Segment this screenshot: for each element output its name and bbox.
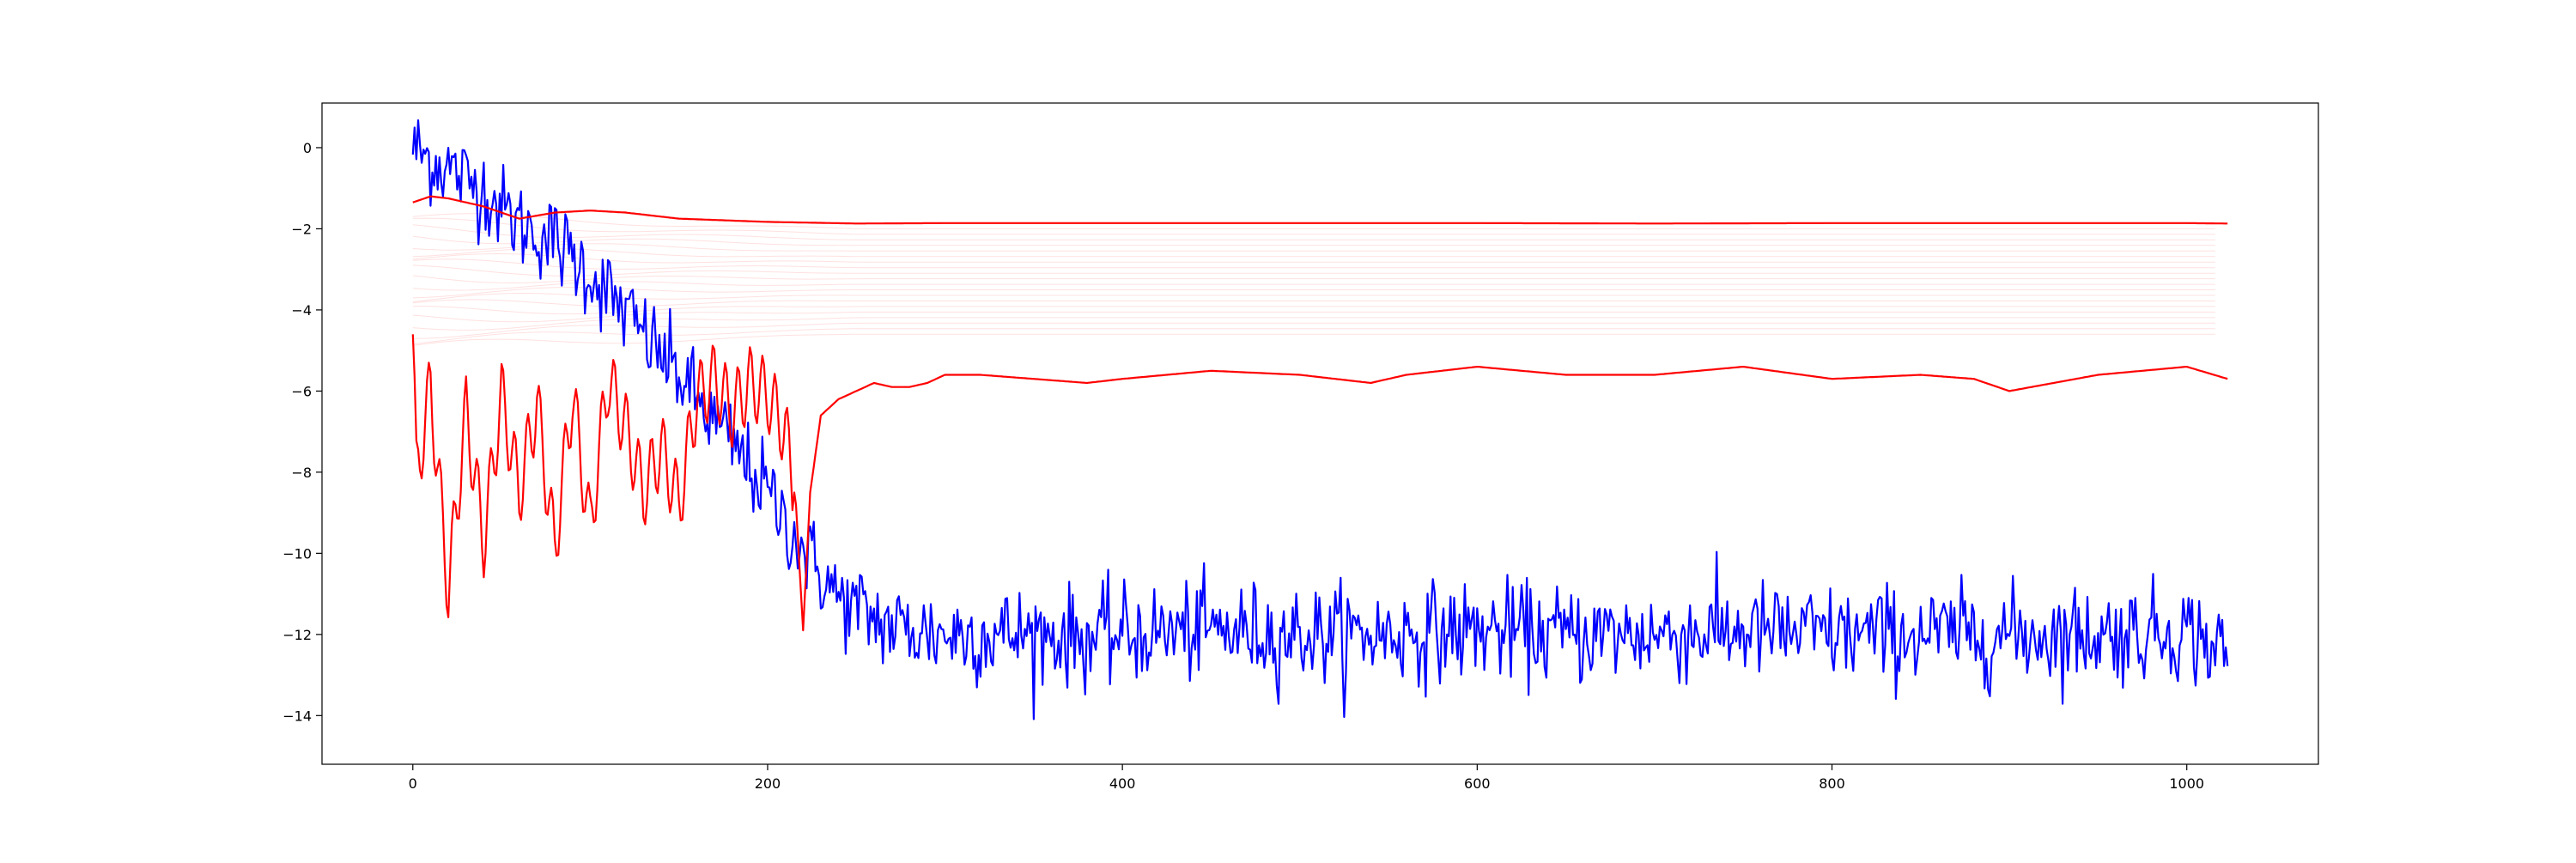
y-tick-label: −6	[291, 383, 312, 399]
faint-series-line	[412, 275, 2215, 284]
faint-series-line	[412, 252, 2215, 264]
y-tick-label: −10	[283, 545, 312, 562]
faint-series-line	[412, 322, 2215, 339]
faint-series-line	[412, 258, 2215, 270]
faint-series-line	[412, 328, 2215, 345]
x-tick-label: 400	[1109, 775, 1136, 792]
faint-series-line	[412, 247, 2215, 258]
series-group	[411, 119, 2229, 720]
faint-series-line	[412, 306, 2215, 315]
series-line-1	[411, 119, 2229, 720]
y-tick-label: 0	[303, 140, 312, 156]
faint-series-line	[412, 292, 2215, 302]
series-line-2	[412, 195, 2228, 225]
faint-series-line	[412, 217, 2215, 235]
faint-series-line	[412, 243, 2215, 252]
faint-series-line	[412, 281, 2215, 291]
faint-series-line	[412, 317, 2215, 331]
x-tick-label: 0	[409, 775, 417, 792]
y-tick-label: −8	[291, 465, 312, 481]
faint-series-line	[412, 224, 2215, 240]
faint-series-line	[412, 213, 2215, 229]
faint-series-line	[412, 299, 2215, 307]
faint-series-line	[412, 264, 2215, 277]
plot-area-frame	[321, 102, 2319, 765]
x-tick-label: 200	[755, 775, 781, 792]
y-tick-label: −2	[291, 221, 312, 237]
faint-series-line	[412, 286, 2215, 299]
faint-series-group	[412, 213, 2215, 346]
series-line-3	[411, 334, 2228, 632]
x-axis: 0 200 400 600 800 1000	[409, 764, 2204, 792]
y-tick-label: −4	[291, 302, 312, 319]
x-tick-label: 600	[1464, 775, 1491, 792]
y-axis: 0 −2 −4 −6 −8 −10 −12 −14	[283, 140, 322, 724]
x-tick-label: 800	[1819, 775, 1845, 792]
faint-series-line	[412, 333, 2215, 346]
x-tick-label: 1000	[2169, 775, 2204, 792]
y-tick-label: −14	[283, 708, 312, 724]
y-tick-label: −12	[283, 627, 312, 643]
faint-series-line	[412, 311, 2215, 323]
faint-series-line	[412, 235, 2215, 246]
